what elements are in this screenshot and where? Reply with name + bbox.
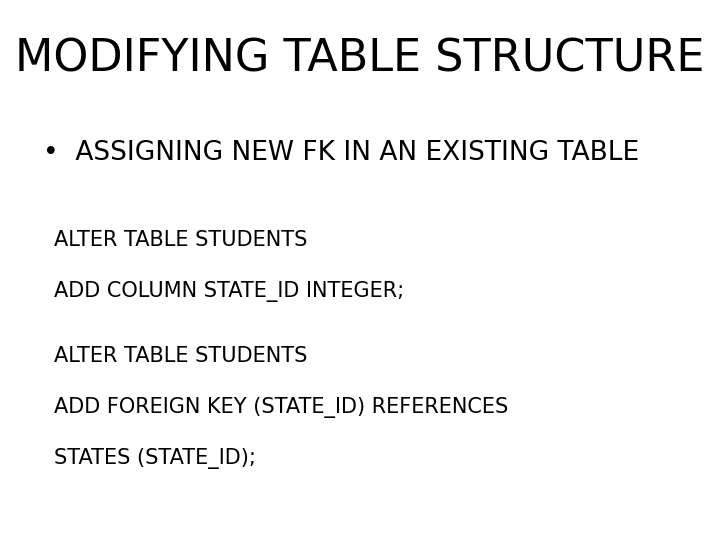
- Text: MODIFYING TABLE STRUCTURE: MODIFYING TABLE STRUCTURE: [15, 38, 705, 81]
- Text: •  ASSIGNING NEW FK IN AN EXISTING TABLE: • ASSIGNING NEW FK IN AN EXISTING TABLE: [43, 140, 639, 166]
- Text: ALTER TABLE STUDENTS: ALTER TABLE STUDENTS: [54, 230, 307, 249]
- Text: STATES (STATE_ID);: STATES (STATE_ID);: [54, 448, 256, 469]
- Text: ADD COLUMN STATE_ID INTEGER;: ADD COLUMN STATE_ID INTEGER;: [54, 281, 404, 302]
- Text: ADD FOREIGN KEY (STATE_ID) REFERENCES: ADD FOREIGN KEY (STATE_ID) REFERENCES: [54, 397, 508, 418]
- Text: ALTER TABLE STUDENTS: ALTER TABLE STUDENTS: [54, 346, 307, 366]
